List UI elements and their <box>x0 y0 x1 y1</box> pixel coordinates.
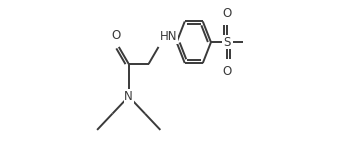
Text: HN: HN <box>160 30 178 43</box>
Text: O: O <box>222 7 232 20</box>
Text: N: N <box>124 90 133 103</box>
Text: S: S <box>224 36 231 49</box>
Text: O: O <box>111 29 121 42</box>
Text: O: O <box>222 65 232 78</box>
